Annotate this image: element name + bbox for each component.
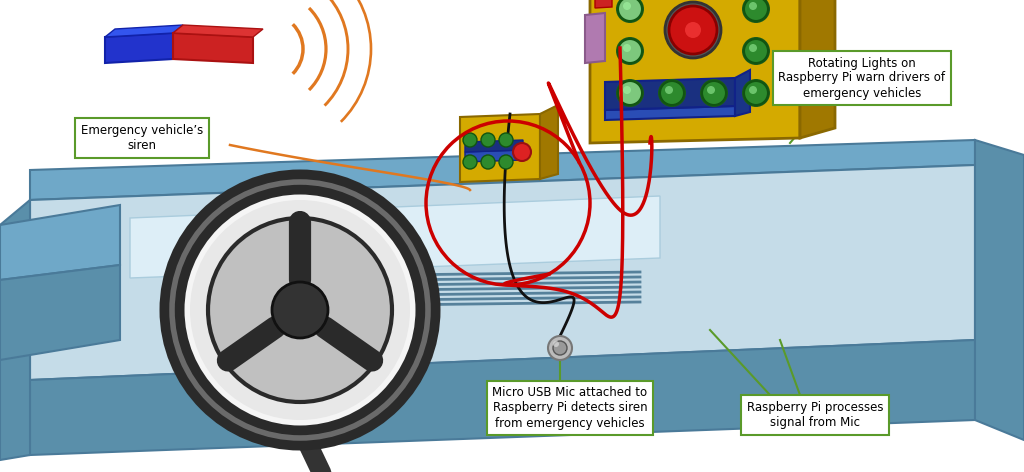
Circle shape <box>618 39 642 63</box>
Circle shape <box>744 0 768 21</box>
Text: Rotating Lights on
Raspberry Pi warn drivers of
emergency vehicles: Rotating Lights on Raspberry Pi warn dri… <box>778 57 945 100</box>
Circle shape <box>553 341 567 355</box>
Circle shape <box>665 86 673 94</box>
Circle shape <box>616 79 644 107</box>
Polygon shape <box>465 150 523 162</box>
Circle shape <box>208 218 392 402</box>
Polygon shape <box>975 140 1024 440</box>
Circle shape <box>685 22 701 38</box>
Circle shape <box>742 0 770 23</box>
Polygon shape <box>800 0 835 138</box>
Polygon shape <box>540 105 558 179</box>
Circle shape <box>170 180 430 440</box>
Polygon shape <box>105 33 173 63</box>
Polygon shape <box>0 200 30 460</box>
Circle shape <box>623 86 631 94</box>
Circle shape <box>618 0 642 21</box>
Polygon shape <box>173 33 253 63</box>
Text: Emergency vehicle’s
siren: Emergency vehicle’s siren <box>81 124 203 152</box>
Circle shape <box>660 81 684 105</box>
Circle shape <box>744 81 768 105</box>
Polygon shape <box>30 165 975 380</box>
Circle shape <box>623 44 631 52</box>
Circle shape <box>616 0 644 23</box>
Polygon shape <box>173 25 263 37</box>
Polygon shape <box>30 340 975 455</box>
Circle shape <box>749 44 757 52</box>
Polygon shape <box>735 70 750 116</box>
Text: Micro USB Mic attached to
Raspberry Pi detects siren
from emergency vehicles: Micro USB Mic attached to Raspberry Pi d… <box>493 387 647 430</box>
Circle shape <box>499 155 513 169</box>
Polygon shape <box>30 140 975 200</box>
Circle shape <box>744 39 768 63</box>
Circle shape <box>658 79 686 107</box>
Circle shape <box>190 200 410 420</box>
Polygon shape <box>130 196 660 278</box>
Circle shape <box>553 341 559 347</box>
Circle shape <box>272 282 328 338</box>
Circle shape <box>707 86 715 94</box>
Polygon shape <box>605 78 735 110</box>
Polygon shape <box>0 205 120 280</box>
Polygon shape <box>605 106 735 120</box>
Circle shape <box>618 81 642 105</box>
Circle shape <box>700 79 728 107</box>
Circle shape <box>463 133 477 147</box>
Polygon shape <box>465 140 523 152</box>
Circle shape <box>481 133 495 147</box>
Circle shape <box>548 336 572 360</box>
Text: Raspberry Pi processes
signal from Mic: Raspberry Pi processes signal from Mic <box>746 401 884 429</box>
Circle shape <box>463 155 477 169</box>
Circle shape <box>665 2 721 58</box>
Circle shape <box>669 6 717 54</box>
Circle shape <box>623 2 631 10</box>
Circle shape <box>749 2 757 10</box>
Circle shape <box>742 37 770 65</box>
Polygon shape <box>105 25 183 37</box>
Circle shape <box>702 81 726 105</box>
Circle shape <box>499 133 513 147</box>
Polygon shape <box>460 114 540 182</box>
Polygon shape <box>585 13 605 63</box>
Circle shape <box>513 143 531 161</box>
Polygon shape <box>590 0 800 143</box>
Circle shape <box>616 37 644 65</box>
Polygon shape <box>595 0 612 8</box>
Circle shape <box>481 155 495 169</box>
Circle shape <box>749 86 757 94</box>
Circle shape <box>742 79 770 107</box>
Polygon shape <box>0 265 120 360</box>
